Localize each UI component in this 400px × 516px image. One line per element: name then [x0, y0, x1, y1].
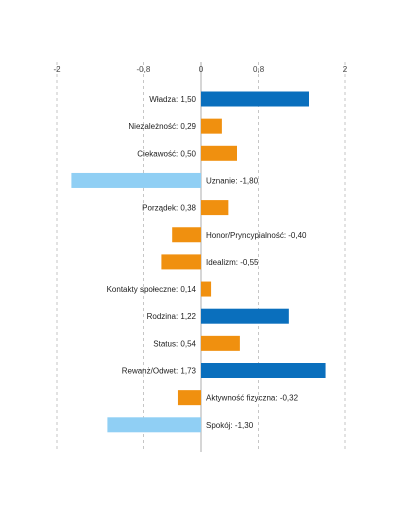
label-separator: :	[176, 95, 180, 104]
label-separator: :	[176, 204, 180, 213]
value-label: -0,55	[240, 258, 259, 267]
category-label: Rodzina	[147, 312, 177, 321]
value-label: 1,73	[180, 367, 196, 376]
label-separator: :	[176, 122, 180, 131]
value-label: 0,14	[180, 285, 196, 294]
bar-label: Rodzina: 1,22	[147, 312, 197, 321]
category-label: Idealizm	[206, 258, 236, 267]
category-label: Ciekawość	[137, 149, 176, 158]
label-separator: :	[235, 176, 239, 185]
x-tick-label: 0,8	[253, 65, 265, 74]
bar	[201, 145, 237, 161]
category-label: Aktywność fizyczna	[206, 394, 276, 403]
category-label: Kontakty społeczne	[107, 285, 177, 294]
bar	[107, 417, 201, 433]
bar-label: Kontakty społeczne: 0,14	[107, 285, 197, 294]
bar-label: Ciekawość: 0,50	[137, 149, 196, 158]
bar	[201, 281, 212, 297]
x-tick-label: 2	[343, 65, 348, 74]
bar	[201, 118, 222, 134]
bar-label: Porządek: 0,38	[142, 204, 196, 213]
category-label: Porządek	[142, 204, 177, 213]
bar	[201, 335, 240, 351]
value-label: 1,50	[180, 95, 196, 104]
value-label: 0,50	[180, 149, 196, 158]
bar-labels: Władza: 1,50 Niezależność: 0,29 Ciekawość:…	[107, 95, 307, 430]
label-separator: :	[230, 421, 234, 430]
bar	[172, 227, 201, 243]
bar	[177, 390, 201, 406]
bar	[201, 91, 309, 107]
x-axis-ticks: -2 -0,8 0 0,8 2	[53, 65, 347, 74]
label-separator: :	[176, 367, 180, 376]
value-label: 0,38	[180, 204, 196, 213]
bar	[161, 254, 201, 270]
value-label: -0,32	[280, 394, 299, 403]
label-separator: :	[236, 258, 240, 267]
bar-label: Honor/Pryncypialność: -0,40	[206, 231, 307, 240]
category-label: Niezależność	[128, 122, 176, 131]
bar	[201, 200, 229, 216]
bar-label: Status: 0,54	[153, 339, 196, 348]
label-separator: :	[284, 231, 288, 240]
label-separator: :	[176, 339, 180, 348]
bar	[201, 363, 326, 378]
value-label: -1,30	[235, 421, 254, 430]
x-tick-label: 0	[199, 65, 204, 74]
bars	[71, 91, 326, 433]
x-tick-label: -2	[53, 65, 61, 74]
label-separator: :	[176, 312, 180, 321]
category-label: Rewanż/Odwet	[122, 367, 177, 376]
bar-label: Uznanie: -1,80	[206, 176, 259, 185]
bar	[71, 172, 202, 188]
category-label: Uznanie	[206, 176, 236, 185]
bar-label: Idealizm: -0,55	[206, 258, 259, 267]
bar-label: Aktywność fizyczna: -0,32	[206, 394, 299, 403]
category-label: Status	[153, 339, 176, 348]
category-label: Władza	[149, 95, 176, 104]
value-label: 0,54	[180, 339, 196, 348]
bar-label: Rewanż/Odwet: 1,73	[122, 367, 197, 376]
bar-label: Spokój: -1,30	[206, 421, 254, 430]
bar-label: Władza: 1,50	[149, 95, 196, 104]
x-tick-label: -0,8	[137, 65, 151, 74]
label-separator: :	[275, 394, 279, 403]
bar	[201, 308, 289, 324]
value-label: 1,22	[180, 312, 196, 321]
label-separator: :	[176, 285, 180, 294]
category-label: Spokój	[206, 421, 231, 430]
bar-label: Niezależność: 0,29	[128, 122, 196, 131]
value-label: -1,80	[240, 176, 259, 185]
label-separator: :	[176, 149, 180, 158]
category-label: Honor/Pryncypialność	[206, 231, 284, 240]
value-label: -0,40	[288, 231, 307, 240]
value-label: 0,29	[180, 122, 196, 131]
